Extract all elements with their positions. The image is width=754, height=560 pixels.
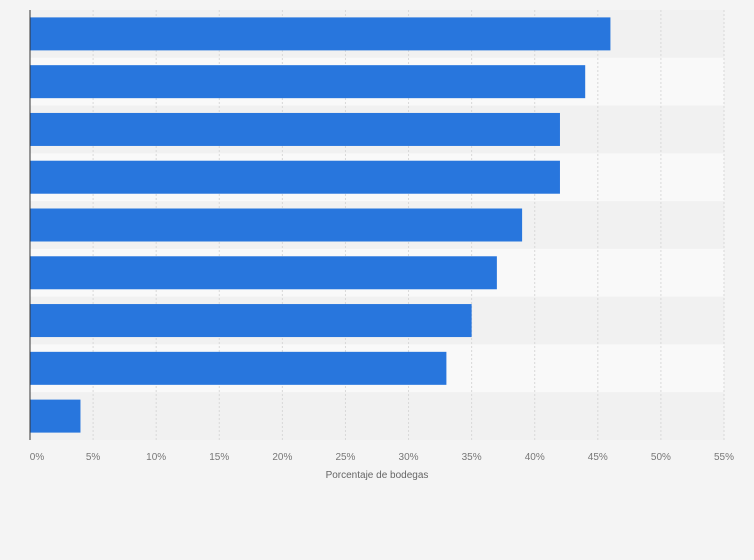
x-tick-label: 5% (86, 452, 101, 463)
bar[interactable] (30, 17, 611, 51)
x-tick-label: 10% (146, 452, 166, 463)
x-tick-label: 40% (525, 452, 545, 463)
x-tick-label: 20% (272, 452, 292, 463)
bar[interactable] (30, 65, 586, 99)
row-stripe (30, 392, 724, 440)
bar[interactable] (30, 399, 81, 433)
x-tick-label: 45% (588, 452, 608, 463)
x-tick-label: 25% (335, 452, 355, 463)
bar[interactable] (30, 304, 472, 338)
x-tick-label: 50% (651, 452, 671, 463)
bar[interactable] (30, 160, 560, 194)
bar[interactable] (30, 256, 497, 290)
x-tick-label: 55% (714, 452, 734, 463)
x-tick-label: 35% (462, 452, 482, 463)
x-tick-label: 30% (399, 452, 419, 463)
bar[interactable] (30, 351, 447, 385)
x-tick-label: 0% (30, 452, 45, 463)
x-axis-label: Porcentaje de bodegas (326, 470, 429, 481)
bar[interactable] (30, 112, 560, 146)
x-tick-label: 15% (209, 452, 229, 463)
bar[interactable] (30, 208, 523, 242)
